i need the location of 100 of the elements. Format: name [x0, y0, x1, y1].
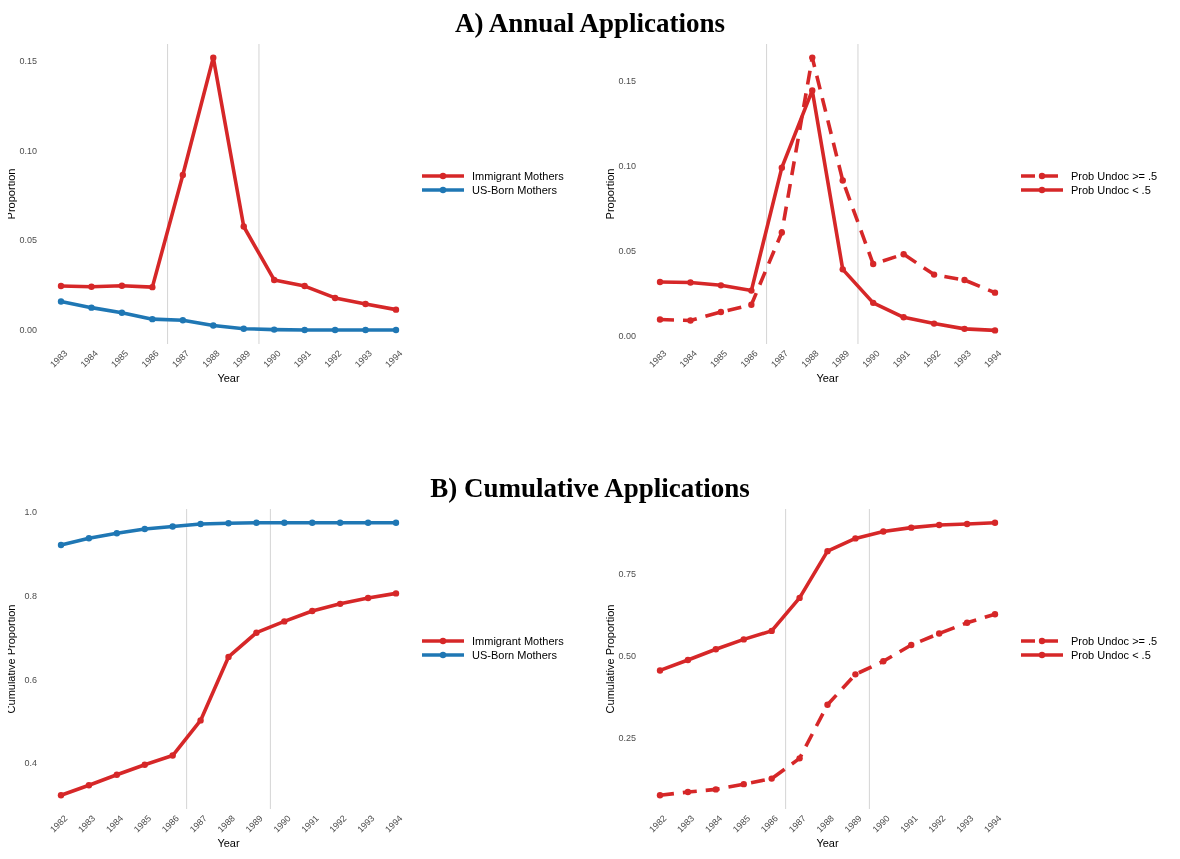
point: [270, 326, 278, 333]
y-tick-label: 0.00: [618, 331, 636, 342]
point: [210, 54, 217, 61]
point: [336, 519, 344, 526]
point: [930, 271, 938, 278]
point: [141, 525, 148, 533]
y-tick-label: 0.75: [618, 569, 636, 580]
point: [57, 792, 65, 799]
point: [113, 530, 121, 537]
y-tick-label: 0.4: [24, 758, 37, 769]
point: [270, 276, 278, 284]
point: [935, 521, 943, 529]
point: [364, 519, 372, 526]
point: [991, 289, 999, 296]
point: [908, 641, 915, 649]
point: [778, 164, 786, 171]
point: [687, 279, 694, 286]
legend-label: Immigrant Mothers: [472, 169, 565, 182]
point: [712, 646, 720, 653]
point: [930, 320, 938, 327]
y-tick-label: 0.8: [24, 591, 37, 602]
legend-label: Prob Undoc < .5: [1071, 183, 1151, 196]
point: [740, 636, 747, 643]
point: [880, 528, 887, 535]
point: [253, 629, 260, 636]
point: [839, 266, 846, 273]
point: [118, 282, 126, 289]
point: [331, 294, 339, 302]
point: [796, 594, 803, 602]
point: [301, 282, 308, 290]
point: [149, 283, 156, 291]
y-axis-title: Cumulative Proportion: [5, 604, 17, 714]
y-tick-label: 0.05: [19, 235, 37, 246]
point: [118, 309, 126, 316]
point: [141, 761, 148, 768]
point: [392, 306, 400, 313]
point: [824, 547, 831, 555]
y-tick-label: 0.15: [19, 55, 37, 66]
point: [687, 317, 694, 324]
point: [281, 618, 288, 625]
point: [748, 301, 755, 308]
point: [179, 317, 187, 324]
point: [961, 276, 968, 284]
legend-label: Prob Undoc >= .5: [1071, 169, 1158, 182]
y-tick-label: 0.50: [618, 650, 636, 661]
legend-label: Prob Undoc < .5: [1071, 648, 1151, 661]
point: [197, 520, 204, 528]
point: [362, 326, 369, 334]
point: [240, 325, 247, 332]
point: [991, 611, 999, 618]
point: [364, 594, 372, 602]
legend-label: Prob Undoc >= .5: [1071, 634, 1158, 647]
point: [809, 87, 816, 94]
point: [225, 653, 232, 661]
point: [908, 524, 915, 531]
point: [210, 322, 217, 329]
point: [85, 535, 93, 542]
point: [309, 607, 316, 615]
point: [935, 630, 943, 637]
point: [961, 325, 968, 333]
y-tick-label: 0.00: [19, 325, 37, 336]
point: [57, 541, 65, 549]
point: [656, 278, 664, 286]
point: [740, 780, 747, 788]
point: [281, 519, 288, 526]
point: [852, 671, 859, 678]
point: [712, 786, 720, 793]
legend-label: US-Born Mothers: [472, 183, 558, 196]
point: [309, 519, 316, 526]
point: [880, 658, 887, 665]
point: [656, 667, 664, 674]
point: [824, 701, 831, 708]
point: [88, 283, 95, 290]
y-tick-label: 0.6: [24, 674, 37, 685]
point: [778, 229, 786, 236]
point: [869, 260, 877, 268]
point: [169, 752, 176, 759]
point: [169, 523, 176, 530]
point: [362, 300, 369, 308]
point: [179, 171, 187, 179]
x-axis-title: Year: [816, 837, 839, 849]
text: A) Annual Applications: [454, 8, 726, 38]
point: [392, 590, 400, 597]
point: [57, 282, 65, 290]
x-axis-title: Year: [217, 837, 240, 849]
point: [684, 788, 692, 796]
point: [88, 304, 95, 311]
point: [768, 775, 775, 782]
point: [85, 781, 93, 789]
point: [991, 327, 999, 334]
text: B) Cumulative Applications: [430, 473, 750, 503]
y-axis-title: Proportion: [604, 168, 616, 220]
y-tick-label: 0.05: [618, 246, 636, 257]
point: [240, 223, 247, 230]
point: [748, 287, 755, 294]
point: [57, 298, 65, 305]
point: [839, 177, 846, 184]
point: [717, 282, 725, 289]
point: [225, 520, 232, 527]
point: [963, 619, 971, 626]
